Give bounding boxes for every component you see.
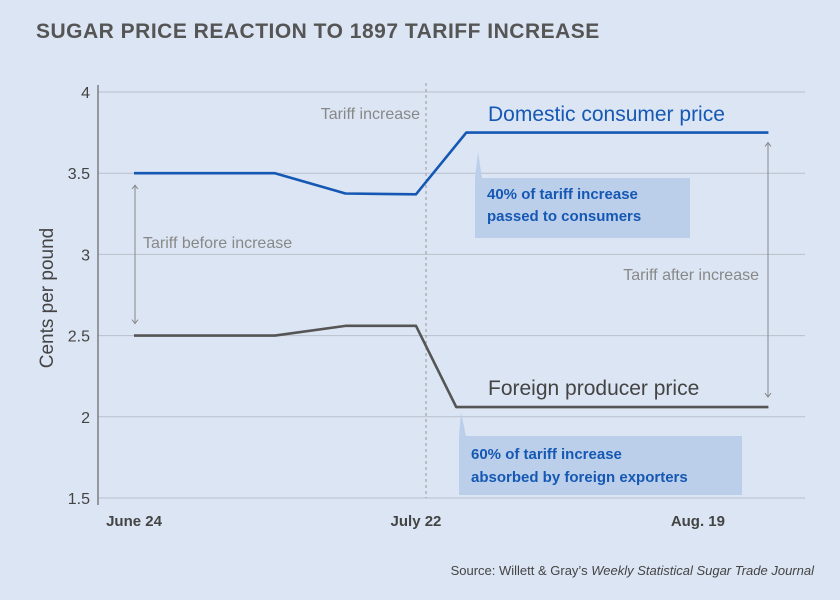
- tariff-after-label: Tariff after increase: [623, 267, 759, 284]
- y-tick-label: 1.5: [68, 491, 90, 508]
- consumer-note-text: 40% of tariff increase: [487, 186, 638, 203]
- foreign-note-text: 60% of tariff increase: [471, 446, 622, 463]
- source-journal: Weekly Statistical Sugar Trade Journal: [591, 563, 814, 578]
- tariff-before-label: Tariff before increase: [143, 235, 292, 252]
- y-tick-label: 4: [81, 85, 90, 102]
- y-tick-label: 3: [81, 247, 90, 264]
- y-tick-label: 2.5: [68, 329, 90, 346]
- source-prefix: Source: Willett & Gray’s: [450, 563, 592, 578]
- x-tick-label: June 24: [106, 513, 163, 530]
- series-line-foreign: [134, 324, 769, 409]
- y-tick-label: 3.5: [68, 166, 90, 183]
- x-tick-label: Aug. 19: [671, 513, 725, 530]
- y-axis-label: Cents per pound: [37, 228, 58, 369]
- tariff-increase-label: Tariff increase: [321, 106, 420, 123]
- y-tick-label: 2: [81, 410, 90, 427]
- foreign-note-text: absorbed by foreign exporters: [471, 469, 688, 486]
- legend-domestic-label: Domestic consumer price: [488, 103, 725, 126]
- consumer-note-box: [475, 152, 690, 238]
- legend-foreign-label: Foreign producer price: [488, 377, 699, 400]
- foreign-note-box: [459, 412, 742, 495]
- chart-title: SUGAR PRICE REACTION TO 1897 TARIFF INCR…: [36, 20, 600, 43]
- x-tick-label: July 22: [391, 513, 442, 530]
- series-line-domestic: [134, 131, 769, 196]
- consumer-note-text: passed to consumers: [487, 208, 641, 225]
- source-note: Source: Willett & Gray’s Weekly Statisti…: [451, 563, 814, 578]
